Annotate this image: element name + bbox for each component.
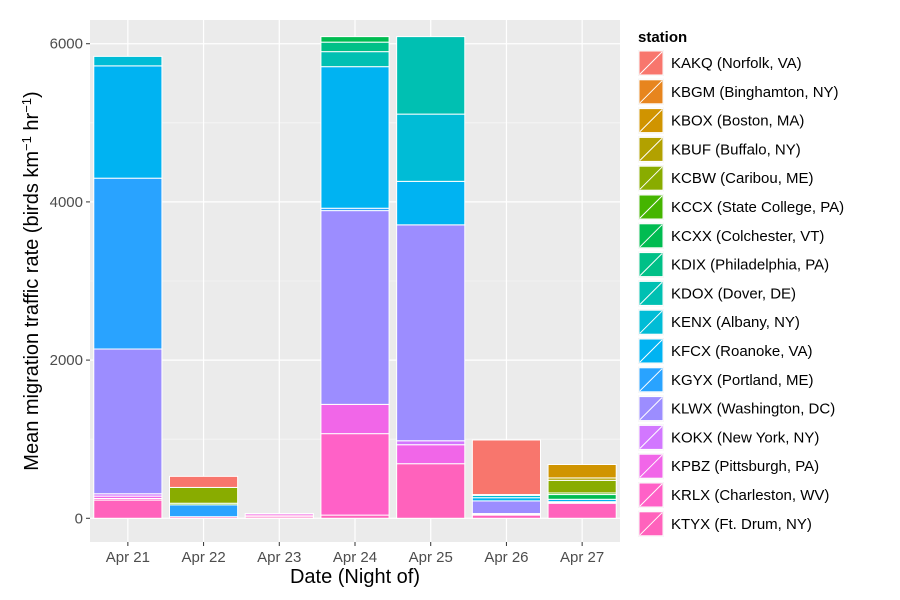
x-tick-label: Apr 27 (560, 549, 604, 566)
bar-segment (547, 479, 617, 494)
bar-segment (471, 500, 542, 515)
legend-label: KOKX (New York, NY) (671, 429, 819, 446)
bar-segment (320, 66, 390, 209)
legend-swatch-slash (639, 310, 663, 334)
legend-label: KCBW (Caribou, ME) (671, 170, 814, 187)
bar-segment (547, 494, 617, 500)
bar-segment (169, 504, 239, 518)
legend-label: KGYX (Portland, ME) (671, 372, 814, 389)
y-tick-label: 2000 (50, 352, 83, 369)
legend-label: KBOX (Boston, MA) (671, 113, 804, 130)
legend-swatch-slash (639, 483, 663, 507)
legend-label: KDIX (Philadelphia, PA) (671, 257, 829, 274)
legend-swatch-slash (639, 253, 663, 276)
bar-segment (547, 463, 617, 479)
legend-label: KFCX (Roanoke, VA) (671, 343, 812, 360)
legend-swatch-slash (639, 282, 663, 305)
bar-segment (396, 444, 466, 465)
legend: KAKQ (Norfolk, VA) KBGM (Binghamton, NY) K… (638, 50, 844, 537)
x-tick-label: Apr 26 (484, 549, 528, 566)
bar-segment (320, 433, 390, 516)
legend-swatch-slash (639, 138, 663, 161)
legend-swatch-slash (639, 51, 663, 75)
y-axis-title-prefix: Mean migration traffic rate (birds km (21, 151, 43, 471)
y-axis-title: Mean migration traffic rate (birds km−1 … (19, 91, 43, 470)
legend-title: station (638, 29, 687, 46)
x-tick-label: Apr 24 (333, 549, 377, 566)
legend-swatch-slash (639, 195, 663, 219)
y-axis-title-sup1: −1 (19, 136, 34, 151)
bar-segment (93, 348, 163, 495)
legend-label: KBGM (Binghamton, NY) (671, 84, 839, 101)
bar-segment (93, 65, 163, 179)
legend-label: KBUF (Buffalo, NY) (671, 141, 801, 158)
bars (93, 36, 617, 519)
bar-segment (320, 403, 390, 435)
y-axis: 0 2000 4000 6000 (50, 36, 90, 527)
x-axis-title: Date (Night of) (290, 566, 420, 588)
bar-segment (320, 210, 390, 405)
y-tick-label: 6000 (50, 36, 83, 53)
legend-label: KENX (Albany, NY) (671, 314, 800, 331)
legend-swatch-slash (639, 224, 663, 248)
legend-swatch-slash (639, 339, 663, 363)
bar-segment (396, 180, 466, 226)
y-axis-title-sup2: −1 (19, 98, 34, 113)
bar-segment (320, 41, 390, 53)
bar-segment (396, 113, 466, 182)
x-axis: Apr 21 Apr 22 Apr 23 Apr 24 Apr 25 Apr 26 Apr … (106, 542, 604, 566)
legend-label: KTYX (Ft. Drum, NY) (671, 516, 812, 533)
bar-segment (547, 502, 617, 519)
y-tick-label: 4000 (50, 194, 83, 211)
bar-segment (169, 486, 239, 504)
bar-segment (396, 463, 466, 519)
x-tick-label: Apr 23 (257, 549, 301, 566)
y-tick-label: 0 (75, 510, 83, 527)
bar-segment (93, 55, 163, 67)
legend-label: KPBZ (Pittsburgh, PA) (671, 458, 819, 475)
legend-swatch-slash (639, 368, 663, 392)
bar-segment (93, 177, 163, 350)
legend-swatch-slash (639, 80, 663, 104)
legend-label: KLWX (Washington, DC) (671, 401, 835, 418)
legend-swatch-slash (639, 454, 663, 478)
bar-segment (396, 36, 466, 115)
legend-swatch-slash (639, 166, 663, 190)
y-axis-title-middle: hr (21, 112, 43, 136)
bar-segment (169, 475, 239, 488)
bar-segment (93, 499, 163, 519)
bar-segment (471, 439, 542, 496)
legend-label: KDOX (Dover, DE) (671, 285, 796, 302)
legend-label: KCCX (State College, PA) (671, 199, 844, 216)
legend-label: KAKQ (Norfolk, VA) (671, 55, 802, 72)
legend-swatch-slash (639, 397, 663, 420)
bar-segment (320, 36, 390, 43)
x-tick-label: Apr 22 (181, 549, 225, 566)
bar-segment (320, 51, 390, 68)
bar-segment (244, 513, 314, 516)
legend-swatch-slash (639, 426, 663, 449)
bar-segment (396, 224, 466, 442)
legend-label: KRLX (Charleston, WV) (671, 487, 829, 504)
bar-segment (396, 440, 466, 446)
x-tick-label: Apr 21 (106, 549, 150, 566)
x-tick-label: Apr 25 (409, 549, 453, 566)
y-axis-title-suffix: ) (21, 91, 43, 98)
legend-label: KCXX (Colchester, VT) (671, 228, 824, 245)
legend-swatch-slash (639, 512, 663, 536)
legend-swatch-slash (639, 109, 663, 132)
